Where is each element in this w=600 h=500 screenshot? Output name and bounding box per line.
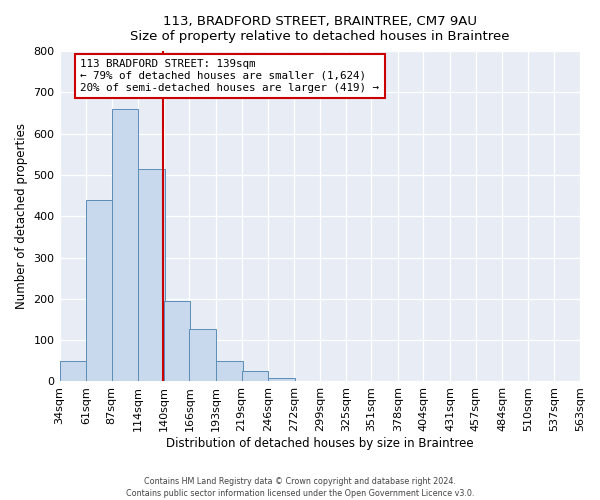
Bar	[216, 361, 242, 382]
Bar	[86, 200, 113, 382]
Bar	[138, 169, 165, 382]
Text: 113 BRADFORD STREET: 139sqm
← 79% of detached houses are smaller (1,624)
20% of : 113 BRADFORD STREET: 139sqm ← 79% of det…	[80, 60, 379, 92]
Bar	[190, 329, 216, 382]
Y-axis label: Number of detached properties: Number of detached properties	[15, 124, 28, 310]
Bar	[346, 380, 373, 382]
Bar	[293, 380, 320, 382]
X-axis label: Distribution of detached houses by size in Braintree: Distribution of detached houses by size …	[166, 437, 474, 450]
Text: Contains HM Land Registry data © Crown copyright and database right 2024.
Contai: Contains HM Land Registry data © Crown c…	[126, 476, 474, 498]
Bar	[59, 361, 86, 382]
Bar	[268, 378, 295, 382]
Bar	[112, 109, 138, 382]
Title: 113, BRADFORD STREET, BRAINTREE, CM7 9AU
Size of property relative to detached h: 113, BRADFORD STREET, BRAINTREE, CM7 9AU…	[130, 15, 510, 43]
Bar	[164, 301, 190, 382]
Bar	[242, 371, 268, 382]
